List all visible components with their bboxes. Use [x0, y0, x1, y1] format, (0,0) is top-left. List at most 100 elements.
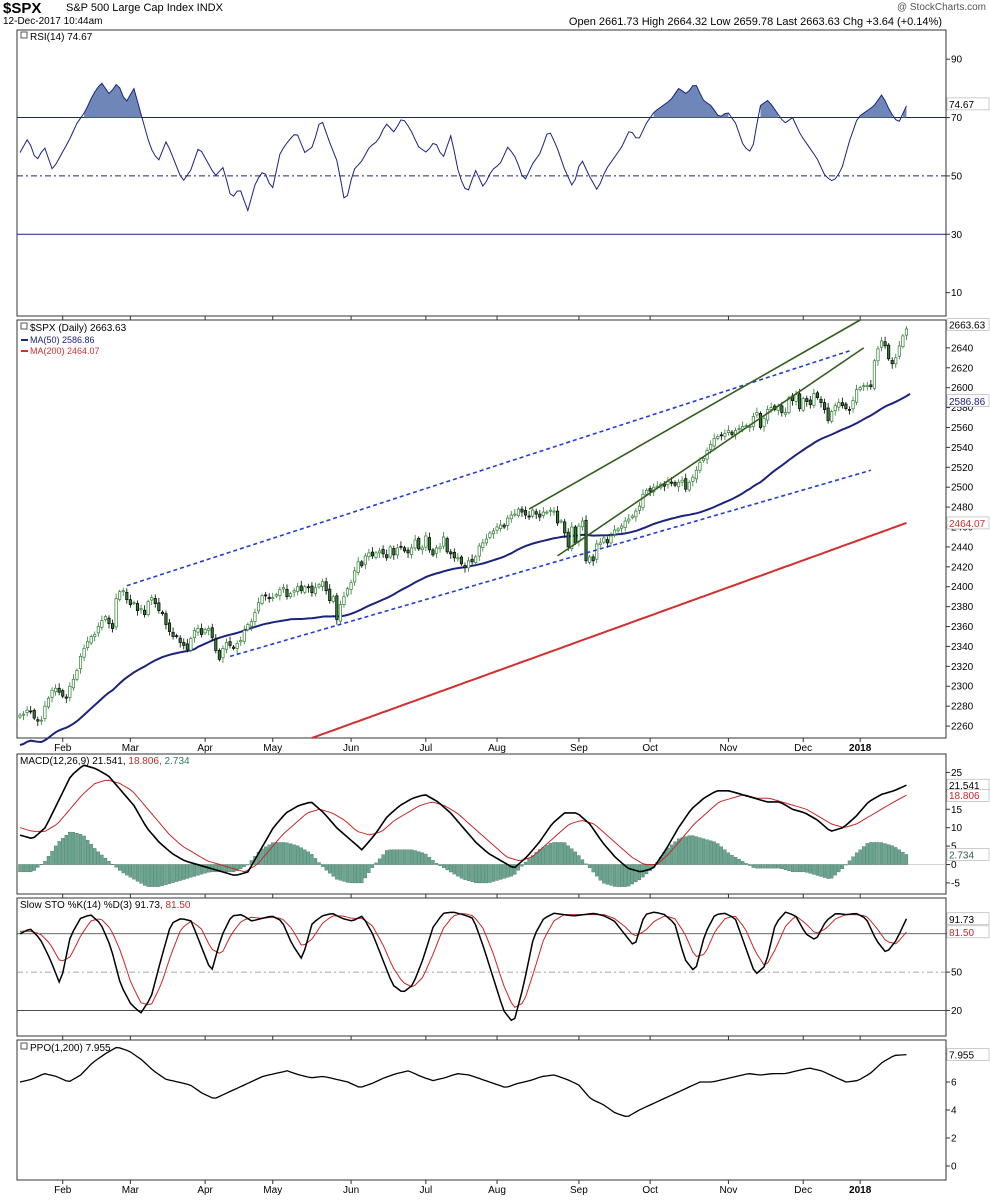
histogram-bar — [876, 842, 880, 865]
y-tick-label: 4 — [951, 1106, 957, 1117]
candle-body — [235, 643, 239, 649]
y-tick-label: 2560 — [951, 423, 974, 434]
candle-body — [178, 637, 182, 643]
macd-signal-line — [19, 779, 907, 873]
candle-body — [495, 526, 499, 531]
candle-body — [356, 561, 360, 573]
candle-body — [612, 529, 617, 535]
histogram-bar — [392, 849, 396, 865]
candle-body — [289, 593, 293, 598]
symbol-title: $SPX — [3, 0, 42, 17]
histogram-bar — [61, 838, 65, 865]
candle-body — [737, 428, 741, 430]
x-tick-label: Dec — [794, 1185, 812, 1196]
candle-body — [758, 413, 763, 428]
candle-body — [75, 669, 79, 680]
candle-body — [499, 524, 503, 529]
candle-body — [86, 641, 90, 648]
candle-body — [545, 511, 549, 514]
histogram-bar — [196, 864, 200, 876]
macd-hist-last-label: 2.734 — [949, 850, 974, 861]
histogram-bar — [669, 844, 674, 865]
candle-body — [260, 595, 264, 604]
histogram-bar — [769, 864, 773, 869]
candle-body — [139, 608, 143, 611]
candle-body — [556, 510, 560, 524]
candle-body — [132, 602, 136, 604]
x-tick-label: Aug — [488, 743, 506, 754]
histogram-bar — [733, 857, 738, 865]
y-tick-label: 2440 — [951, 542, 974, 553]
y-tick-label: 6 — [951, 1078, 957, 1089]
candle-body — [68, 685, 72, 698]
candle-body — [673, 482, 677, 486]
candle-body — [370, 551, 374, 557]
ma200-line — [311, 522, 907, 739]
candle-body — [766, 409, 770, 421]
histogram-bar — [285, 842, 289, 865]
candle-body — [481, 542, 485, 548]
y-tick-label: 20 — [951, 1006, 963, 1017]
histogram-bar — [278, 842, 282, 865]
candle-body — [691, 476, 695, 482]
histogram-bar — [434, 863, 439, 865]
candle-body — [502, 524, 506, 528]
histogram-bar — [299, 847, 303, 865]
histogram-bar — [587, 864, 592, 869]
candle-body — [303, 586, 307, 593]
histogram-bar — [317, 862, 321, 865]
candle-body — [520, 508, 524, 513]
histogram-bar — [377, 858, 382, 865]
candle-body — [267, 596, 271, 600]
candle-body — [43, 705, 47, 719]
price-last-label-box — [946, 318, 990, 331]
x-tick-label: Feb — [54, 743, 72, 754]
histogram-bar — [214, 864, 218, 873]
histogram-bar — [167, 864, 172, 884]
candle-body — [271, 597, 275, 600]
y-tick-label: -5 — [951, 878, 960, 889]
candle-body — [513, 513, 517, 516]
candle-body — [50, 689, 54, 698]
histogram-bar — [310, 854, 314, 865]
histogram-bar — [744, 863, 748, 865]
x-tick-label: Jun — [343, 743, 359, 754]
candle-body — [840, 402, 844, 406]
histogram-bar — [118, 864, 122, 871]
macd-histogram — [18, 831, 909, 887]
histogram-bar — [851, 856, 855, 865]
y-tick-label: 15 — [951, 805, 963, 816]
histogram-bar — [21, 864, 26, 873]
histogram-bar — [502, 864, 506, 879]
histogram-bar — [616, 864, 620, 887]
histogram-bar — [730, 854, 734, 865]
candle-body — [353, 570, 357, 583]
candle-body — [491, 530, 496, 535]
candle-body — [563, 521, 567, 534]
y-tick-label: 2540 — [951, 443, 974, 454]
x-tick-label: Jul — [419, 1185, 432, 1196]
histogram-bar — [623, 864, 627, 887]
candle-body — [292, 590, 296, 593]
candle-body — [712, 438, 716, 447]
candle-body — [855, 389, 859, 403]
histogram-bar — [591, 864, 595, 873]
candle-body — [207, 628, 211, 631]
candle-body — [317, 584, 321, 588]
histogram-bar — [477, 864, 481, 884]
lower-blue-channel — [229, 469, 872, 658]
histogram-bar — [185, 864, 189, 879]
candle-body — [185, 643, 189, 650]
histogram-bar — [872, 842, 877, 865]
candle-body — [93, 634, 97, 637]
candle-body — [598, 542, 602, 546]
candle-body — [299, 585, 303, 592]
histogram-bar — [303, 849, 307, 865]
panel-frame — [16, 897, 947, 1037]
ppo-last-label: 7.955 — [949, 1051, 974, 1062]
histogram-bar — [523, 861, 528, 865]
candle-body — [203, 629, 207, 634]
rsi-overbought-fill — [860, 95, 893, 118]
histogram-bar — [29, 864, 33, 873]
